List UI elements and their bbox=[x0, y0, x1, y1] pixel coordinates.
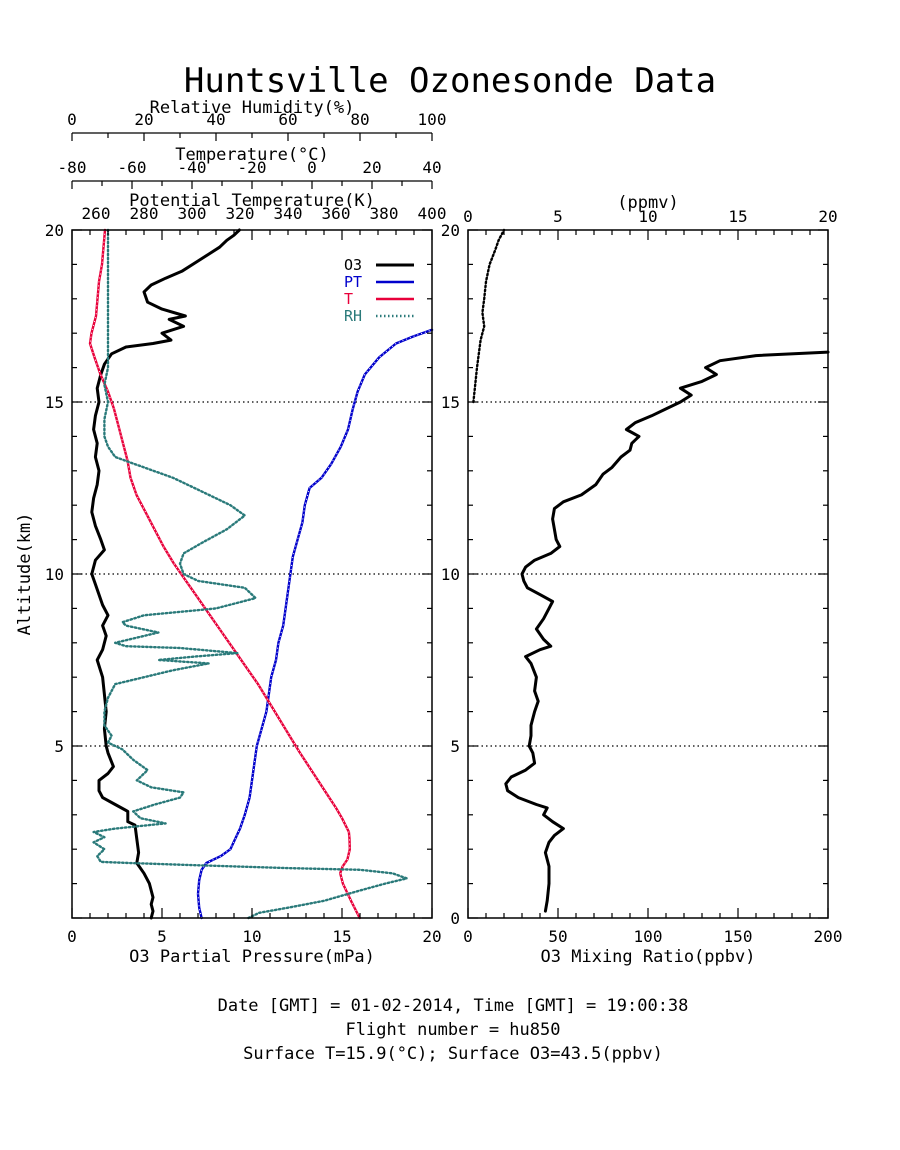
top-tick-label: 40 bbox=[206, 110, 225, 129]
x-tick-label: 5 bbox=[157, 927, 167, 946]
top-tick-label: 400 bbox=[418, 204, 447, 223]
top-tick-label: 300 bbox=[178, 204, 207, 223]
left-y-axis-label: Altitude(km) bbox=[15, 513, 35, 636]
legend-label-t: T bbox=[344, 290, 353, 308]
ppmv-axis-label: (ppmv) bbox=[617, 193, 678, 213]
legend-label-rh: RH bbox=[344, 307, 362, 325]
top-tick-label: -40 bbox=[178, 158, 207, 177]
y-tick-label: 0 bbox=[450, 909, 460, 928]
top-tick-label: 260 bbox=[82, 204, 111, 223]
x-tick-label: 50 bbox=[548, 927, 567, 946]
x-tick-label: 10 bbox=[242, 927, 261, 946]
top-tick-label: 10 bbox=[638, 207, 657, 226]
top-tick-label: 360 bbox=[322, 204, 351, 223]
top-tick-label: 15 bbox=[728, 207, 747, 226]
rh-axis-label: Relative Humidity(%) bbox=[150, 98, 355, 118]
top-tick-label: 0 bbox=[67, 110, 77, 129]
series-line-t bbox=[88, 228, 361, 920]
x-tick-label: 15 bbox=[332, 927, 351, 946]
y-tick-label: 5 bbox=[450, 737, 460, 756]
y-tick-label: 15 bbox=[45, 393, 64, 412]
series-line-pt bbox=[196, 328, 434, 920]
x-tick-label: 200 bbox=[814, 927, 843, 946]
series-dots-t bbox=[89, 229, 361, 919]
y-tick-label: 20 bbox=[45, 221, 64, 240]
footer-surface-values: Surface T=15.9(°C); Surface O3=43.5(ppbv… bbox=[243, 1044, 663, 1064]
top-tick-label: -20 bbox=[238, 158, 267, 177]
legend-label-pt: PT bbox=[344, 273, 362, 291]
series-dots-pt bbox=[197, 329, 433, 919]
y-tick-label: 10 bbox=[441, 565, 460, 584]
series-line-upper bbox=[472, 228, 506, 404]
series-line-o3 bbox=[90, 228, 241, 920]
temp-axis-label: Temperature(°C) bbox=[175, 145, 329, 165]
x-tick-label: 0 bbox=[463, 927, 473, 946]
chart-title: Huntsville Ozonesonde Data bbox=[184, 61, 716, 101]
y-tick-label: 15 bbox=[441, 393, 460, 412]
footer-date-time: Date [GMT] = 01-02-2014, Time [GMT] = 19… bbox=[218, 996, 689, 1016]
top-tick-label: 20 bbox=[134, 110, 153, 129]
top-tick-label: 80 bbox=[350, 110, 369, 129]
x-tick-label: 20 bbox=[422, 927, 441, 946]
x-tick-label: 100 bbox=[634, 927, 663, 946]
top-tick-label: 280 bbox=[130, 204, 159, 223]
top-tick-label: 60 bbox=[278, 110, 297, 129]
y-tick-label: 20 bbox=[441, 221, 460, 240]
top-tick-label: 20 bbox=[818, 207, 837, 226]
y-tick-label: 5 bbox=[54, 737, 64, 756]
top-tick-label: 320 bbox=[226, 204, 255, 223]
right-x-axis-label: O3 Mixing Ratio(ppbv) bbox=[541, 947, 756, 967]
top-tick-label: -60 bbox=[118, 158, 147, 177]
top-tick-label: 5 bbox=[553, 207, 563, 226]
top-tick-label: -80 bbox=[58, 158, 87, 177]
top-tick-label: 20 bbox=[362, 158, 381, 177]
series-line-rh bbox=[92, 228, 408, 920]
top-tick-label: 0 bbox=[307, 158, 317, 177]
top-tick-label: 40 bbox=[422, 158, 441, 177]
top-tick-label: 100 bbox=[418, 110, 447, 129]
x-tick-label: 0 bbox=[67, 927, 77, 946]
top-tick-label: 380 bbox=[370, 204, 399, 223]
top-tick-label: 0 bbox=[463, 207, 473, 226]
top-tick-label: 340 bbox=[274, 204, 303, 223]
pt-axis-label: Potential Temperature(K) bbox=[129, 191, 375, 211]
x-tick-label: 150 bbox=[724, 927, 753, 946]
legend-label-o3: O3 bbox=[344, 256, 362, 274]
left-x-axis-label: O3 Partial Pressure(mPa) bbox=[129, 947, 375, 967]
y-tick-label: 10 bbox=[45, 565, 64, 584]
series-line-o3-mixing-ratio bbox=[504, 350, 830, 913]
footer-flight-number: Flight number = hu850 bbox=[346, 1020, 561, 1040]
